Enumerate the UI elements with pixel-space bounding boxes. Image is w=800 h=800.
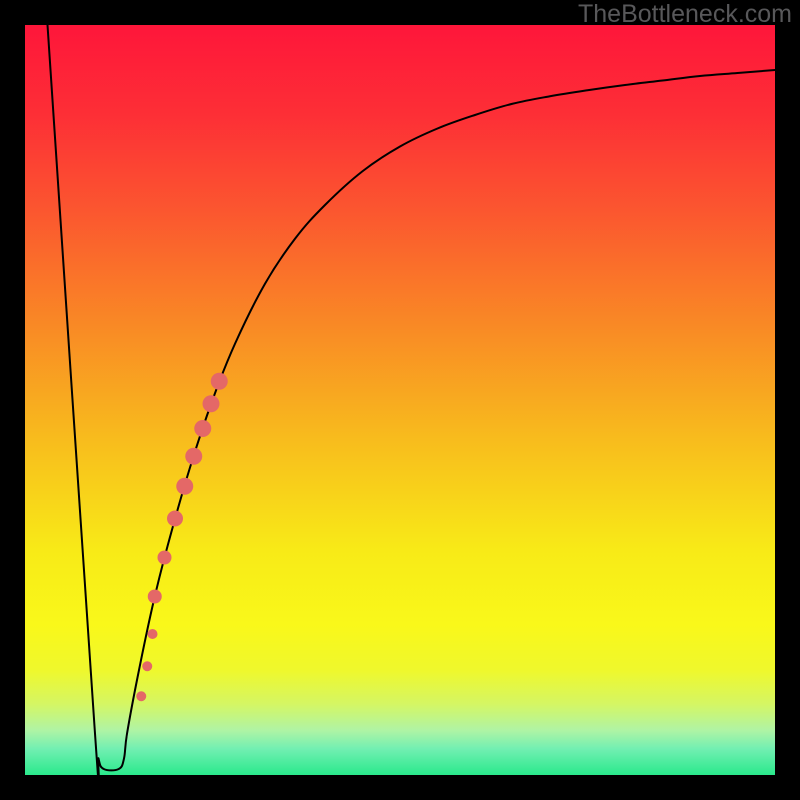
data-dot <box>203 395 220 412</box>
data-dot <box>142 661 152 671</box>
watermark-text: TheBottleneck.com <box>578 0 792 29</box>
bottleneck-chart <box>0 0 800 800</box>
chart-background-gradient <box>25 25 775 775</box>
data-dot <box>136 691 146 701</box>
data-dot <box>148 629 158 639</box>
data-dot <box>176 478 193 495</box>
data-dot <box>167 511 183 527</box>
data-dot <box>158 551 172 565</box>
data-dot <box>185 448 202 465</box>
data-dot <box>211 373 228 390</box>
data-dot <box>194 420 211 437</box>
data-dot <box>148 590 162 604</box>
